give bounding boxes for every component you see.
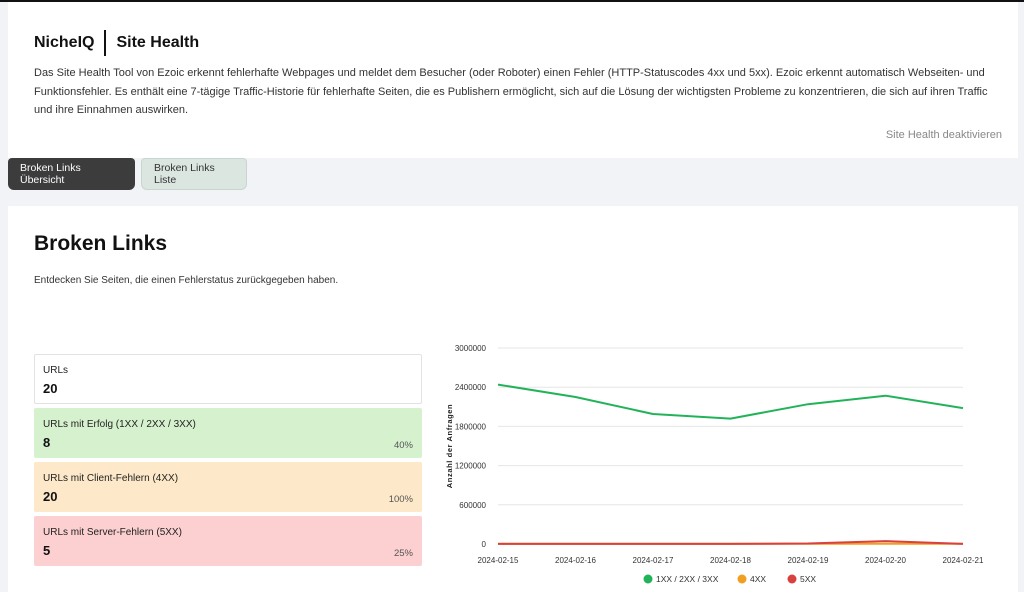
x-tick-label: 2024-02-15 bbox=[478, 556, 519, 565]
x-tick-label: 2024-02-17 bbox=[633, 556, 674, 565]
stat-label: URLs mit Erfolg (1XX / 2XX / 3XX) bbox=[43, 419, 196, 430]
stat-percent: 25% bbox=[393, 548, 413, 559]
stat-label: URLs bbox=[43, 365, 69, 376]
legend-swatch bbox=[643, 574, 653, 584]
legend-label: 1XX / 2XX / 3XX bbox=[656, 574, 719, 584]
y-tick-label: 1200000 bbox=[455, 462, 487, 471]
stat-value: 5 bbox=[43, 543, 51, 558]
x-tick-label: 2024-02-21 bbox=[943, 556, 984, 565]
legend-label: 4XX bbox=[750, 574, 766, 584]
tab-broken-links-list[interactable]: Broken Links Liste bbox=[141, 158, 247, 190]
page-title: Site Health bbox=[116, 34, 200, 51]
section-title: Broken Links bbox=[34, 232, 168, 255]
stat-value: 8 bbox=[43, 435, 51, 450]
stat-percent: 100% bbox=[388, 494, 413, 505]
stat-label: URLs mit Server-Fehlern (5XX) bbox=[43, 527, 182, 538]
heading-separator bbox=[104, 30, 107, 56]
section-subtitle: Entdecken Sie Seiten, die einen Fehlerst… bbox=[34, 275, 339, 286]
x-tick-label: 2024-02-20 bbox=[865, 556, 906, 565]
y-tick-label: 600000 bbox=[459, 501, 486, 510]
x-tick-label: 2024-02-19 bbox=[788, 556, 829, 565]
site-health-header: NicheIQ Site Health Das Site Health Tool… bbox=[8, 2, 1018, 158]
y-tick-label: 1800000 bbox=[455, 422, 487, 431]
stat-card-urls: URLs 20 bbox=[34, 354, 422, 404]
tab-bar: Broken Links Übersicht Broken Links List… bbox=[8, 158, 247, 190]
page-heading: NicheIQ Site Health bbox=[34, 30, 199, 56]
x-tick-label: 2024-02-18 bbox=[710, 556, 751, 565]
stat-card-client-errors: URLs mit Client-Fehlern (4XX) 20 100% bbox=[34, 462, 422, 512]
series-line-5xx bbox=[498, 540, 964, 545]
stat-card-success: URLs mit Erfolg (1XX / 2XX / 3XX) 8 40% bbox=[34, 408, 422, 458]
y-tick-label: 3000000 bbox=[455, 344, 487, 353]
stat-percent: 40% bbox=[393, 440, 413, 451]
broken-links-panel: Broken Links Entdecken Sie Seiten, die e… bbox=[8, 206, 1018, 592]
legend-swatch bbox=[787, 574, 797, 584]
y-tick-label: 0 bbox=[482, 540, 487, 549]
x-tick-label: 2024-02-16 bbox=[555, 556, 596, 565]
legend-label: 5XX bbox=[800, 574, 816, 584]
y-tick-label: 2400000 bbox=[455, 383, 487, 392]
stat-value: 20 bbox=[43, 381, 58, 396]
top-border bbox=[0, 0, 1024, 2]
y-axis-label: Anzahl der Anfragen bbox=[445, 404, 454, 488]
stat-label: URLs mit Client-Fehlern (4XX) bbox=[43, 473, 179, 484]
requests-line-chart: 0 600000 1200000 1800000 2400000 3000000 2024-… bbox=[445, 344, 984, 584]
legend-swatch bbox=[737, 574, 747, 584]
stats-list: URLs 20 URLs mit Erfolg (1XX / 2XX / 3XX… bbox=[34, 354, 422, 570]
tool-description: Das Site Health Tool von Ezoic erkennt f… bbox=[34, 67, 988, 116]
stat-card-server-errors: URLs mit Server-Fehlern (5XX) 5 25% bbox=[34, 516, 422, 566]
brand-name: NicheIQ bbox=[34, 34, 95, 51]
deactivate-site-health-link[interactable]: Site Health deaktivieren bbox=[885, 129, 1002, 141]
series-line-success bbox=[497, 383, 964, 420]
stat-value: 20 bbox=[43, 489, 58, 504]
tab-broken-links-overview[interactable]: Broken Links Übersicht bbox=[8, 158, 135, 190]
